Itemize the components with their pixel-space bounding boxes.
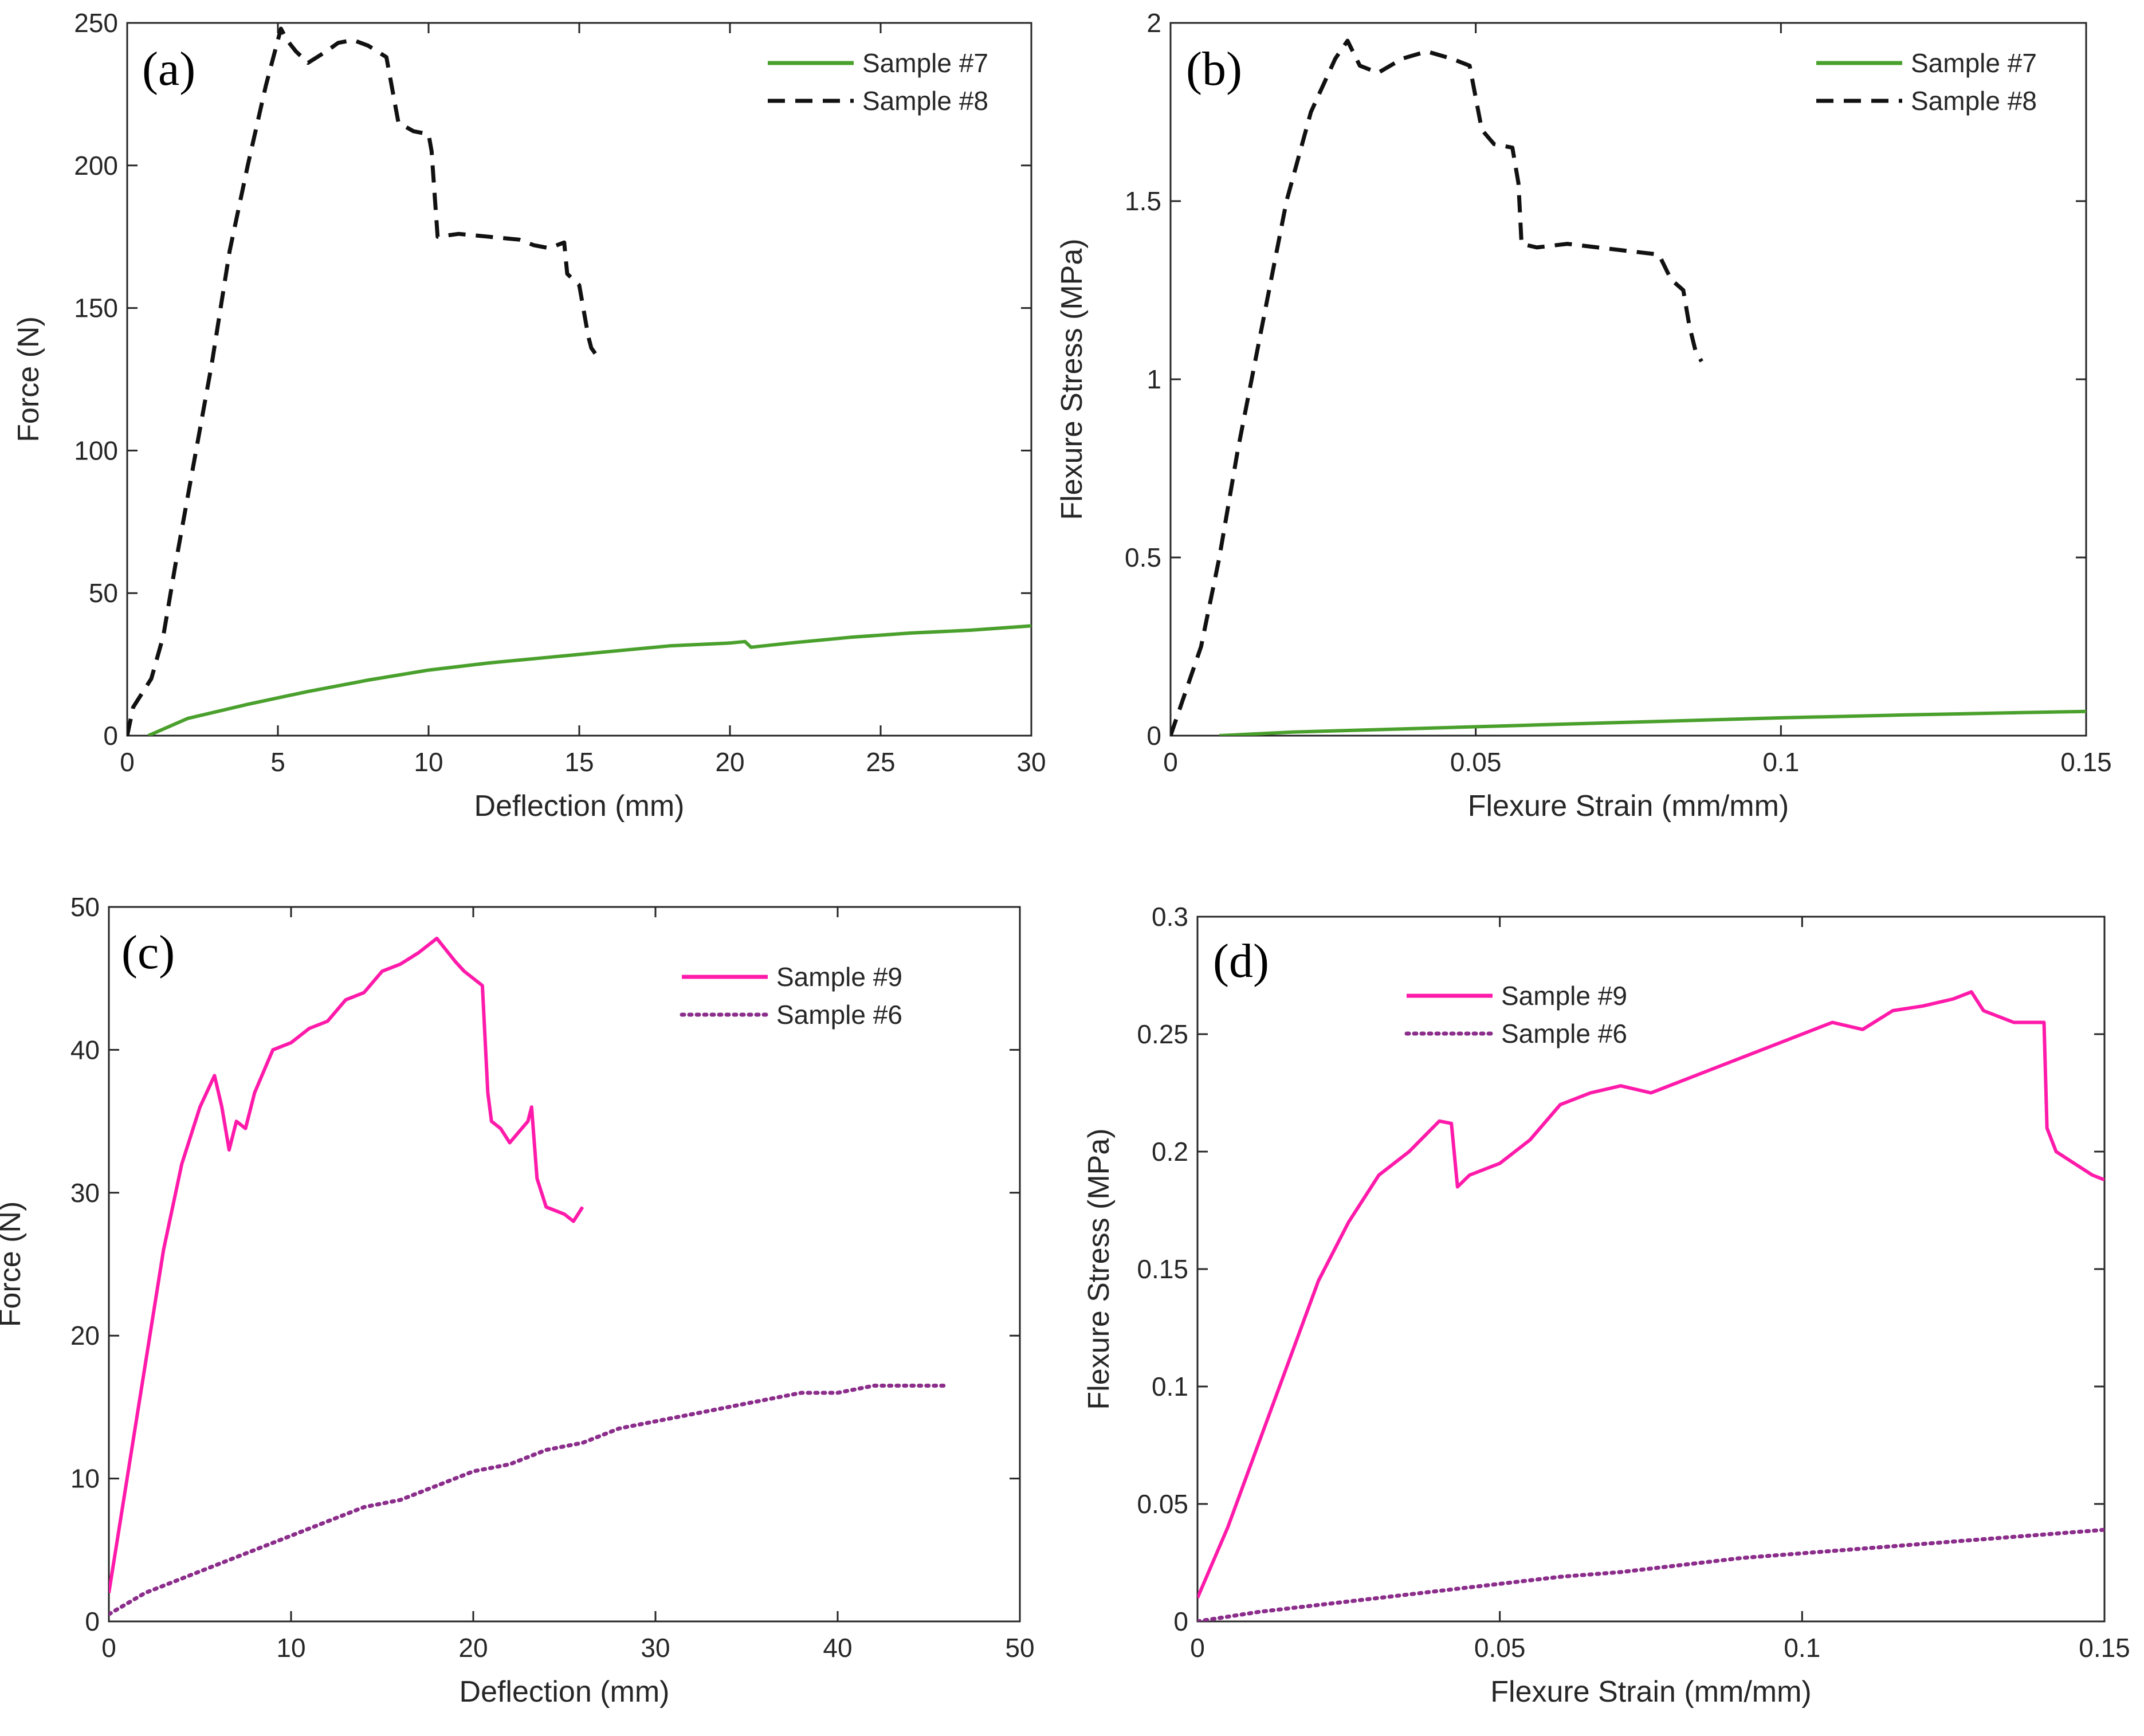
legend-label: Sample #7 (1911, 48, 2037, 78)
x-tick-label: 5 (270, 747, 285, 777)
y-tick-label: 0 (85, 1607, 100, 1636)
y-tick-label: 1.5 (1125, 186, 1161, 216)
y-tick-label: 0.05 (1137, 1489, 1188, 1519)
y-tick-label: 20 (70, 1321, 100, 1350)
y-tick-label: 0.15 (1137, 1254, 1188, 1284)
y-tick-label: 50 (89, 578, 118, 608)
legend-label: Sample #7 (862, 48, 988, 78)
x-axis-label: Flexure Strain (mm/mm) (1468, 790, 1789, 823)
y-tick-label: 0.25 (1137, 1019, 1188, 1049)
x-tick-label: 0 (1163, 747, 1178, 777)
y-tick-label: 50 (70, 892, 100, 922)
x-tick-label: 30 (641, 1633, 670, 1663)
x-tick-label: 0.1 (1762, 747, 1799, 777)
y-axis-label: Flexure Stress (MPa) (1055, 238, 1089, 520)
panel-label: (a) (142, 42, 195, 96)
x-tick-label: 0.1 (1784, 1633, 1820, 1663)
y-tick-label: 0 (103, 721, 118, 751)
x-axis-label: Deflection (mm) (460, 1675, 670, 1708)
x-tick-label: 50 (1005, 1633, 1034, 1663)
legend-label: Sample #8 (1911, 86, 2037, 116)
legend-label: Sample #6 (1501, 1019, 1627, 1048)
x-tick-label: 0.05 (1450, 747, 1502, 777)
y-tick-label: 0.1 (1152, 1372, 1188, 1401)
series-line-sample-6 (109, 1384, 949, 1616)
x-tick-label: 30 (1016, 747, 1046, 777)
plot-frame (126, 22, 1032, 737)
x-tick-label: 0 (1190, 1633, 1205, 1663)
plot-frame (108, 906, 1021, 1623)
x-tick-label: 0.15 (2060, 747, 2112, 777)
x-tick-label: 10 (414, 747, 443, 777)
legend-label: Sample #8 (862, 86, 988, 116)
panel-label: (b) (1186, 42, 1242, 96)
chart-panel-a: 0 5 10 15 20 25 30 0 50 100 150 200 250 Deflection (m… (12, 8, 1046, 823)
legend-label: Sample #6 (776, 1000, 902, 1030)
x-axis-label: Deflection (mm) (474, 790, 685, 823)
series-line-sample-8 (127, 26, 599, 736)
legend-label: Sample #9 (1501, 981, 1627, 1011)
y-tick-label: 0.2 (1152, 1137, 1188, 1167)
y-axis-label: Flexure Stress (MPa) (1082, 1128, 1116, 1409)
x-tick-label: 0.15 (2079, 1633, 2130, 1663)
panel-label: (d) (1213, 934, 1269, 988)
legend-label: Sample #9 (776, 962, 902, 992)
y-tick-label: 100 (74, 435, 118, 465)
x-tick-label: 20 (458, 1633, 488, 1663)
chart-panel-d: 0 0.05 0.1 0.15 0 0.05 0.1 0.15 0.2 0.25 0.3 Flexur… (1082, 902, 2130, 1708)
y-tick-label: 0.3 (1152, 902, 1188, 932)
y-axis-label: Force (N) (0, 1201, 27, 1327)
y-axis-label: Force (N) (12, 316, 45, 442)
x-tick-label: 15 (564, 747, 594, 777)
x-tick-label: 10 (276, 1633, 305, 1663)
series-line-sample-9 (1197, 990, 2104, 1599)
series-line-sample-9 (109, 936, 584, 1593)
x-tick-label: 0 (101, 1633, 116, 1663)
x-tick-label: 40 (823, 1633, 852, 1663)
y-tick-label: 2 (1146, 8, 1161, 38)
x-tick-label: 0.05 (1474, 1633, 1526, 1663)
y-tick-label: 0 (1146, 721, 1161, 751)
y-tick-label: 1 (1146, 364, 1161, 394)
series-line-sample-8 (1171, 38, 1703, 736)
plot-frame (1196, 916, 2106, 1623)
y-tick-label: 10 (70, 1464, 100, 1494)
y-tick-label: 0 (1173, 1607, 1188, 1636)
series-line-sample-7 (1219, 709, 2086, 736)
chart-panel-b: 0 0.05 0.1 0.15 0 0.5 1 1.5 2 Flexure Strain (mm/… (1055, 8, 2112, 823)
x-axis-label: Flexure Strain (mm/mm) (1490, 1675, 1811, 1708)
y-tick-label: 200 (74, 151, 118, 180)
x-tick-label: 0 (120, 747, 135, 777)
series-line-sample-6 (1197, 1527, 2104, 1621)
x-tick-label: 20 (715, 747, 744, 777)
chart-panel-c: 0 10 20 30 40 50 0 10 20 30 40 50 Deflection (mm) For… (0, 892, 1035, 1708)
y-tick-label: 0.5 (1125, 543, 1161, 572)
y-tick-label: 250 (74, 8, 118, 38)
y-tick-label: 30 (70, 1178, 100, 1208)
series-line-sample-7 (147, 624, 1031, 736)
y-tick-label: 40 (70, 1035, 100, 1065)
x-tick-label: 25 (866, 747, 895, 777)
y-tick-label: 150 (74, 293, 118, 323)
panel-label: (c) (121, 926, 175, 979)
